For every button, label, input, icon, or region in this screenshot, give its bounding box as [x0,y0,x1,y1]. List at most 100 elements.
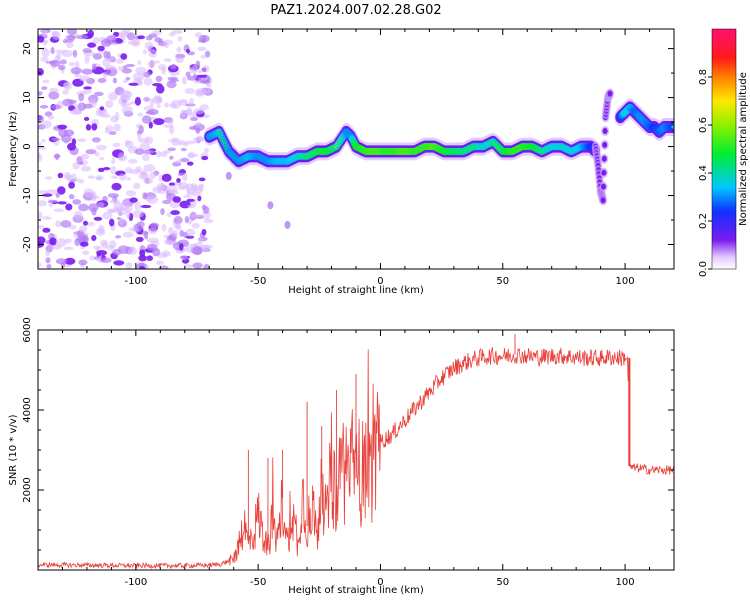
noise-blob [38,91,43,96]
noise-blob [185,228,196,237]
noise-blob [182,172,188,182]
noise-blob [99,106,105,111]
noise-blob [115,111,120,121]
noise-blob [197,69,205,73]
noise-blob [142,149,155,155]
noise-blob [186,48,190,54]
noise-blob [62,98,74,107]
noise-blob [170,63,177,70]
noise-blob [137,60,142,65]
noise-blob [45,61,51,64]
noise-blob [78,259,88,266]
colorbar-ticks: 0.0 0.2 0.4 0.6 0.8 [698,69,712,277]
x-tick-label: -50 [250,276,266,287]
noise-blob [160,151,168,158]
noise-blob [38,154,43,162]
noise-blob [189,97,194,107]
noise-blob [181,76,187,85]
noise-blob [99,157,104,161]
noise-blob [197,237,203,244]
noise-blob [48,87,59,93]
noise-blob [171,137,180,142]
noise-blob [149,222,159,229]
noise-blob [198,39,207,43]
noise-blob [163,234,170,239]
noise-blob [143,71,151,78]
noise-blob [55,49,67,54]
noise-blob [113,123,121,132]
noise-blob [187,153,199,157]
noise-blob [87,175,96,179]
noise-blob [201,155,209,161]
noise-blob [178,186,189,191]
noise-blob [197,46,207,51]
isolated-blob [284,220,291,229]
noise-blob [148,33,158,38]
noise-blob [62,89,69,95]
noise-blob [85,124,92,131]
noise-blob [65,203,73,211]
noise-blob [76,34,88,40]
noise-blob [42,227,51,233]
noise-blob [152,83,163,87]
noise-blob [155,75,163,82]
noise-blob [93,216,103,221]
noise-blob [148,121,153,129]
noise-blob [109,240,117,249]
noise-blob [145,110,155,115]
snr-x-axis-label: Height of straight line (km) [288,585,424,596]
noise-blob [125,63,135,68]
noise-blob [66,34,76,41]
noise-blob [68,224,77,230]
noise-blob [117,66,123,71]
noise-blob [111,157,116,165]
noise-blob [196,74,208,78]
noise-blob [206,83,212,88]
noise-blob [128,158,138,164]
noise-blob [122,65,128,69]
noise-blob [96,144,107,151]
y-tick-label: 4000 [22,397,33,422]
noise-blob [186,198,195,202]
noise-blob [45,176,53,180]
noise-blob [101,242,109,249]
noise-blob [169,125,175,135]
noise-blob [95,175,104,181]
noise-blob [38,211,43,220]
noise-blob [137,35,146,40]
noise-blob [121,105,133,115]
noise-blob [77,138,87,143]
noise-blob [117,152,125,161]
noise-blob [38,200,48,207]
noise-blob [55,220,62,228]
noise-blob [144,41,154,50]
noise-blob [87,42,97,48]
noise-blob [184,87,195,95]
y-tick-label: -10 [22,187,33,203]
noise-blob [117,31,130,36]
noise-blob [139,249,146,257]
x-tick-label: -50 [250,577,266,588]
colorbar [711,28,737,270]
noise-blob [55,258,68,265]
noise-blob [108,131,117,135]
noise-blob [184,216,189,224]
noise-blob [155,150,162,158]
noise-blob [175,159,182,165]
noise-blob [169,103,177,108]
noise-blob [195,121,202,126]
noise-blob [195,135,204,142]
noise-blob [128,227,139,232]
noise-blob [102,71,108,80]
noise-blob [132,210,144,218]
spike-core [601,169,607,176]
noise-blob [83,220,88,226]
noise-blob [57,124,68,130]
noise-blob [135,166,142,172]
noise-blob [118,97,124,105]
noise-blob [192,262,203,269]
snr-series [38,334,674,570]
noise-blob [74,74,82,78]
noise-blob [125,262,133,269]
noise-blob [153,118,165,126]
